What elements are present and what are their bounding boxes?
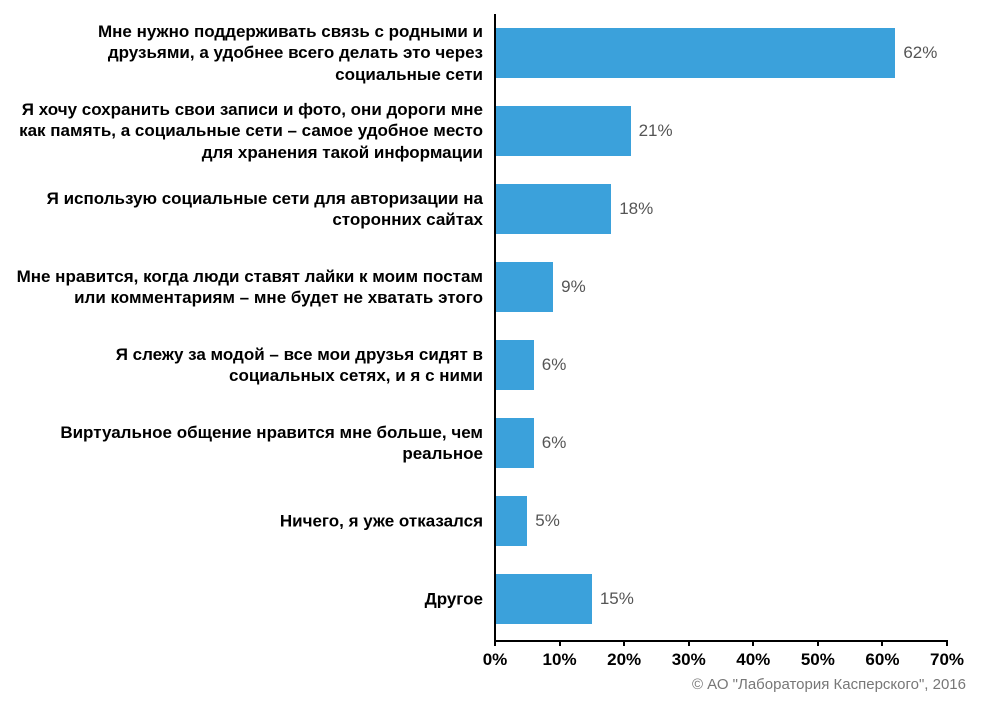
bar — [495, 496, 527, 546]
chart-row: Я слежу за модой – все мои друзья сидят … — [495, 326, 947, 404]
bar — [495, 28, 895, 78]
x-tick-label: 30% — [672, 650, 706, 670]
bar-chart: Мне нужно поддерживать связь с родными и… — [0, 0, 982, 703]
bar — [495, 184, 611, 234]
chart-row: Мне нравится, когда люди ставят лайки к … — [495, 248, 947, 326]
category-label: Я хочу сохранить свои записи и фото, они… — [10, 99, 483, 163]
chart-row: Я хочу сохранить свои записи и фото, они… — [495, 92, 947, 170]
value-label: 6% — [542, 433, 567, 453]
x-tick-label: 60% — [865, 650, 899, 670]
bar — [495, 106, 631, 156]
category-label: Мне нравится, когда люди ставят лайки к … — [10, 266, 483, 309]
x-tick-label: 10% — [543, 650, 577, 670]
x-tick — [623, 640, 625, 646]
x-tick-label: 0% — [483, 650, 508, 670]
bar — [495, 262, 553, 312]
x-tick — [881, 640, 883, 646]
category-label: Мне нужно поддерживать связь с родными и… — [10, 21, 483, 85]
value-label: 6% — [542, 355, 567, 375]
x-tick — [946, 640, 948, 646]
x-tick-label: 50% — [801, 650, 835, 670]
x-tick — [817, 640, 819, 646]
value-label: 18% — [619, 199, 653, 219]
x-tick — [752, 640, 754, 646]
x-tick-label: 70% — [930, 650, 964, 670]
category-label: Другое — [10, 588, 483, 609]
x-tick-label: 20% — [607, 650, 641, 670]
x-axis-line — [494, 640, 948, 642]
chart-row: Мне нужно поддерживать связь с родными и… — [495, 14, 947, 92]
plot-area: Мне нужно поддерживать связь с родными и… — [495, 14, 947, 640]
x-tick — [559, 640, 561, 646]
value-label: 15% — [600, 589, 634, 609]
x-tick — [688, 640, 690, 646]
category-label: Я использую социальные сети для авториза… — [10, 188, 483, 231]
bar — [495, 418, 534, 468]
x-tick — [494, 640, 496, 646]
chart-row: Ничего, я уже отказался5% — [495, 482, 947, 560]
bar — [495, 340, 534, 390]
category-label: Виртуальное общение нравится мне больше,… — [10, 422, 483, 465]
x-tick-label: 40% — [736, 650, 770, 670]
y-axis-line — [494, 14, 496, 640]
value-label: 62% — [903, 43, 937, 63]
chart-row: Другое15% — [495, 560, 947, 638]
chart-row: Я использую социальные сети для авториза… — [495, 170, 947, 248]
credit-text: © АО "Лаборатория Касперского", 2016 — [692, 676, 966, 693]
value-label: 9% — [561, 277, 586, 297]
value-label: 21% — [639, 121, 673, 141]
value-label: 5% — [535, 511, 560, 531]
chart-row: Виртуальное общение нравится мне больше,… — [495, 404, 947, 482]
bar — [495, 574, 592, 624]
category-label: Я слежу за модой – все мои друзья сидят … — [10, 344, 483, 387]
category-label: Ничего, я уже отказался — [10, 510, 483, 531]
